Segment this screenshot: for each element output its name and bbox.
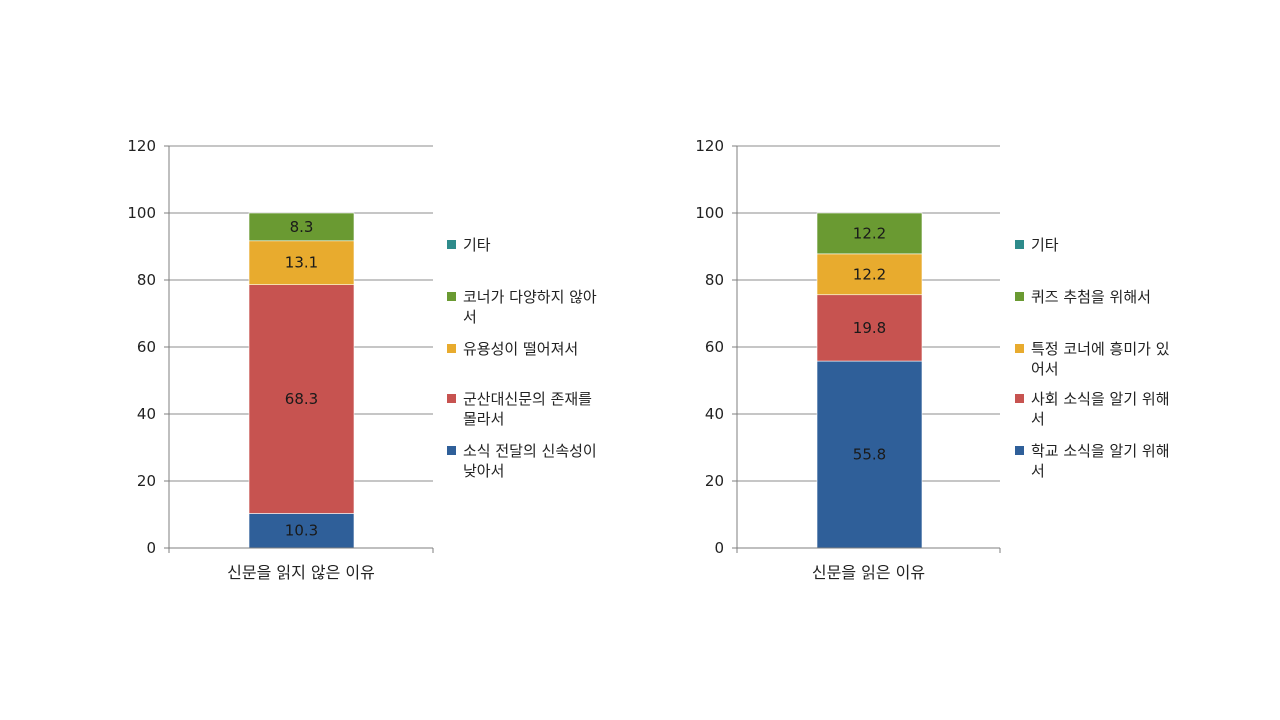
y-tick-label: 20 — [705, 472, 724, 490]
legend-label: 유용성이 떨어져서 — [463, 340, 579, 358]
bar-segment — [816, 360, 923, 549]
legend-swatch — [1015, 240, 1024, 249]
data-label: 13.1 — [285, 254, 318, 272]
bar-segment — [816, 294, 923, 362]
data-label: 12.2 — [853, 224, 886, 242]
y-tick-label: 120 — [695, 137, 724, 155]
y-tick-label: 0 — [146, 539, 156, 557]
y-tick-label: 80 — [137, 271, 156, 289]
y-tick-label: 80 — [705, 271, 724, 289]
y-tick-label: 120 — [127, 137, 156, 155]
data-label: 10.3 — [285, 522, 318, 540]
data-label: 19.8 — [853, 319, 886, 337]
legend-swatch — [447, 292, 456, 301]
legend-label: 코너가 다양하지 않아서 — [463, 288, 597, 326]
data-label: 55.8 — [853, 446, 886, 464]
x-category-label: 신문을 읽은 이유 — [812, 563, 925, 582]
legend-swatch — [447, 394, 456, 403]
legend-label: 퀴즈 추첨을 위해서 — [1031, 288, 1151, 306]
legend-label: 학교 소식을 알기 위해서 — [1031, 442, 1170, 480]
bar-segment — [248, 240, 355, 285]
y-tick-label: 60 — [705, 338, 724, 356]
data-label: 12.2 — [853, 265, 886, 283]
legend-swatch — [1015, 292, 1024, 301]
bar-segment — [248, 284, 355, 514]
bar-segment — [816, 212, 923, 255]
y-tick-label: 100 — [695, 204, 724, 222]
legend-item: 기타 — [1015, 235, 1171, 255]
legend-label: 기타 — [463, 236, 491, 254]
legend-label: 기타 — [1031, 236, 1059, 254]
y-tick-label: 40 — [705, 405, 724, 423]
legend-item: 학교 소식을 알기 위해서 — [1015, 441, 1171, 481]
legend-swatch — [447, 344, 456, 353]
legend-item: 퀴즈 추첨을 위해서 — [1015, 287, 1171, 307]
legend-swatch — [447, 240, 456, 249]
legend-item: 소식 전달의 신속성이 낮아서 — [447, 441, 603, 481]
bar-segment — [248, 212, 355, 242]
legend-label: 군산대신문의 존재를 몰라서 — [463, 390, 592, 428]
data-label: 68.3 — [285, 390, 318, 408]
legend-item: 군산대신문의 존재를 몰라서 — [447, 389, 603, 429]
legend-label: 사회 소식을 알기 위해서 — [1031, 390, 1170, 428]
legend-swatch — [1015, 446, 1024, 455]
y-tick-label: 20 — [137, 472, 156, 490]
y-tick-label: 100 — [127, 204, 156, 222]
legend-label: 특정 코너에 흥미가 있어서 — [1031, 340, 1170, 378]
data-label: 8.3 — [290, 218, 314, 236]
legend-item: 기타 — [447, 235, 603, 255]
y-tick-label: 40 — [137, 405, 156, 423]
legend-swatch — [1015, 344, 1024, 353]
y-tick-label: 0 — [714, 539, 724, 557]
y-tick-label: 60 — [137, 338, 156, 356]
legend-item: 코너가 다양하지 않아서 — [447, 287, 603, 327]
legend-swatch — [447, 446, 456, 455]
legend-label: 소식 전달의 신속성이 낮아서 — [463, 442, 597, 480]
legend-swatch — [1015, 394, 1024, 403]
legend-item: 사회 소식을 알기 위해서 — [1015, 389, 1171, 429]
bar-segment — [248, 513, 355, 549]
bar-segment — [816, 253, 923, 296]
legend-item: 유용성이 떨어져서 — [447, 339, 603, 359]
x-category-label: 신문을 읽지 않은 이유 — [227, 563, 375, 582]
legend-item: 특정 코너에 흥미가 있어서 — [1015, 339, 1171, 379]
